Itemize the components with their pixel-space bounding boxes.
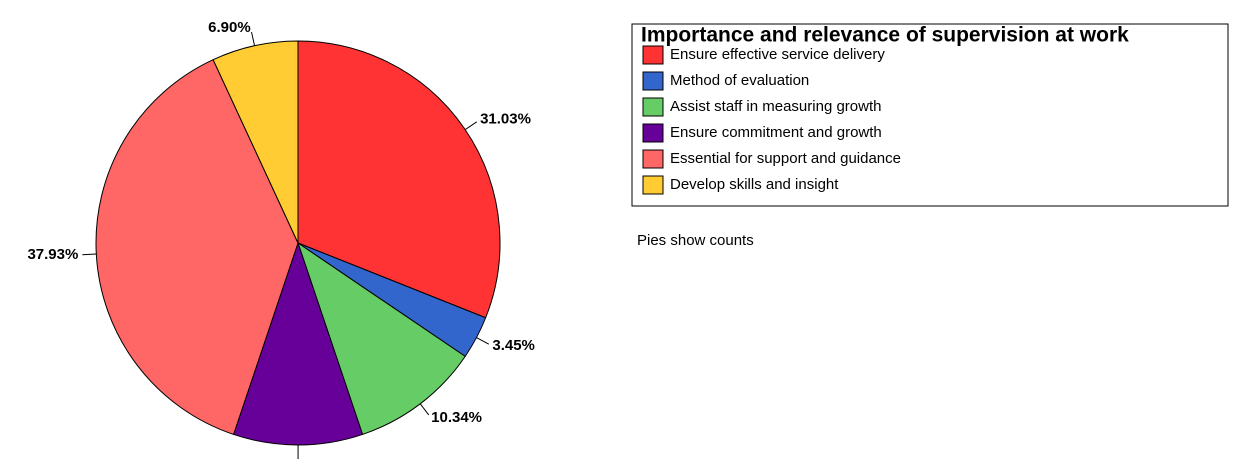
leader-line: [476, 337, 490, 345]
data-label: 6.90%: [208, 19, 251, 36]
legend-label: Essential for support and guidance: [670, 150, 901, 167]
leader-line: [464, 121, 478, 131]
leader-line: [419, 403, 430, 416]
legend-swatch: [642, 97, 664, 117]
pie-slice: [232, 241, 364, 446]
pie-slice: [95, 59, 299, 436]
pie-slice: [297, 241, 466, 436]
legend-title: Importance and relevance of supervision …: [641, 24, 1129, 47]
legend-label: Method of evaluation: [670, 72, 809, 89]
legend-swatch: [642, 149, 664, 169]
legend-label: Ensure effective service delivery: [670, 46, 885, 63]
note: Pies show counts: [637, 232, 754, 249]
pie-slice: [212, 40, 299, 244]
data-label: 31.03%: [480, 110, 531, 127]
data-label: 37.93%: [27, 246, 78, 263]
leader-line: [251, 31, 256, 46]
legend-swatch: [642, 175, 664, 195]
legend-box: [631, 23, 1229, 207]
legend-swatch: [642, 123, 664, 143]
legend-label: Ensure commitment and growth: [670, 124, 882, 141]
data-label: 3.45%: [492, 337, 535, 354]
data-label: 10.34%: [431, 409, 482, 426]
legend-label: Assist staff in measuring growth: [670, 98, 881, 115]
leader-line: [82, 253, 97, 256]
legend-label: Develop skills and insight: [670, 176, 839, 193]
legend-swatch: [642, 45, 664, 65]
legend-swatch: [642, 71, 664, 91]
